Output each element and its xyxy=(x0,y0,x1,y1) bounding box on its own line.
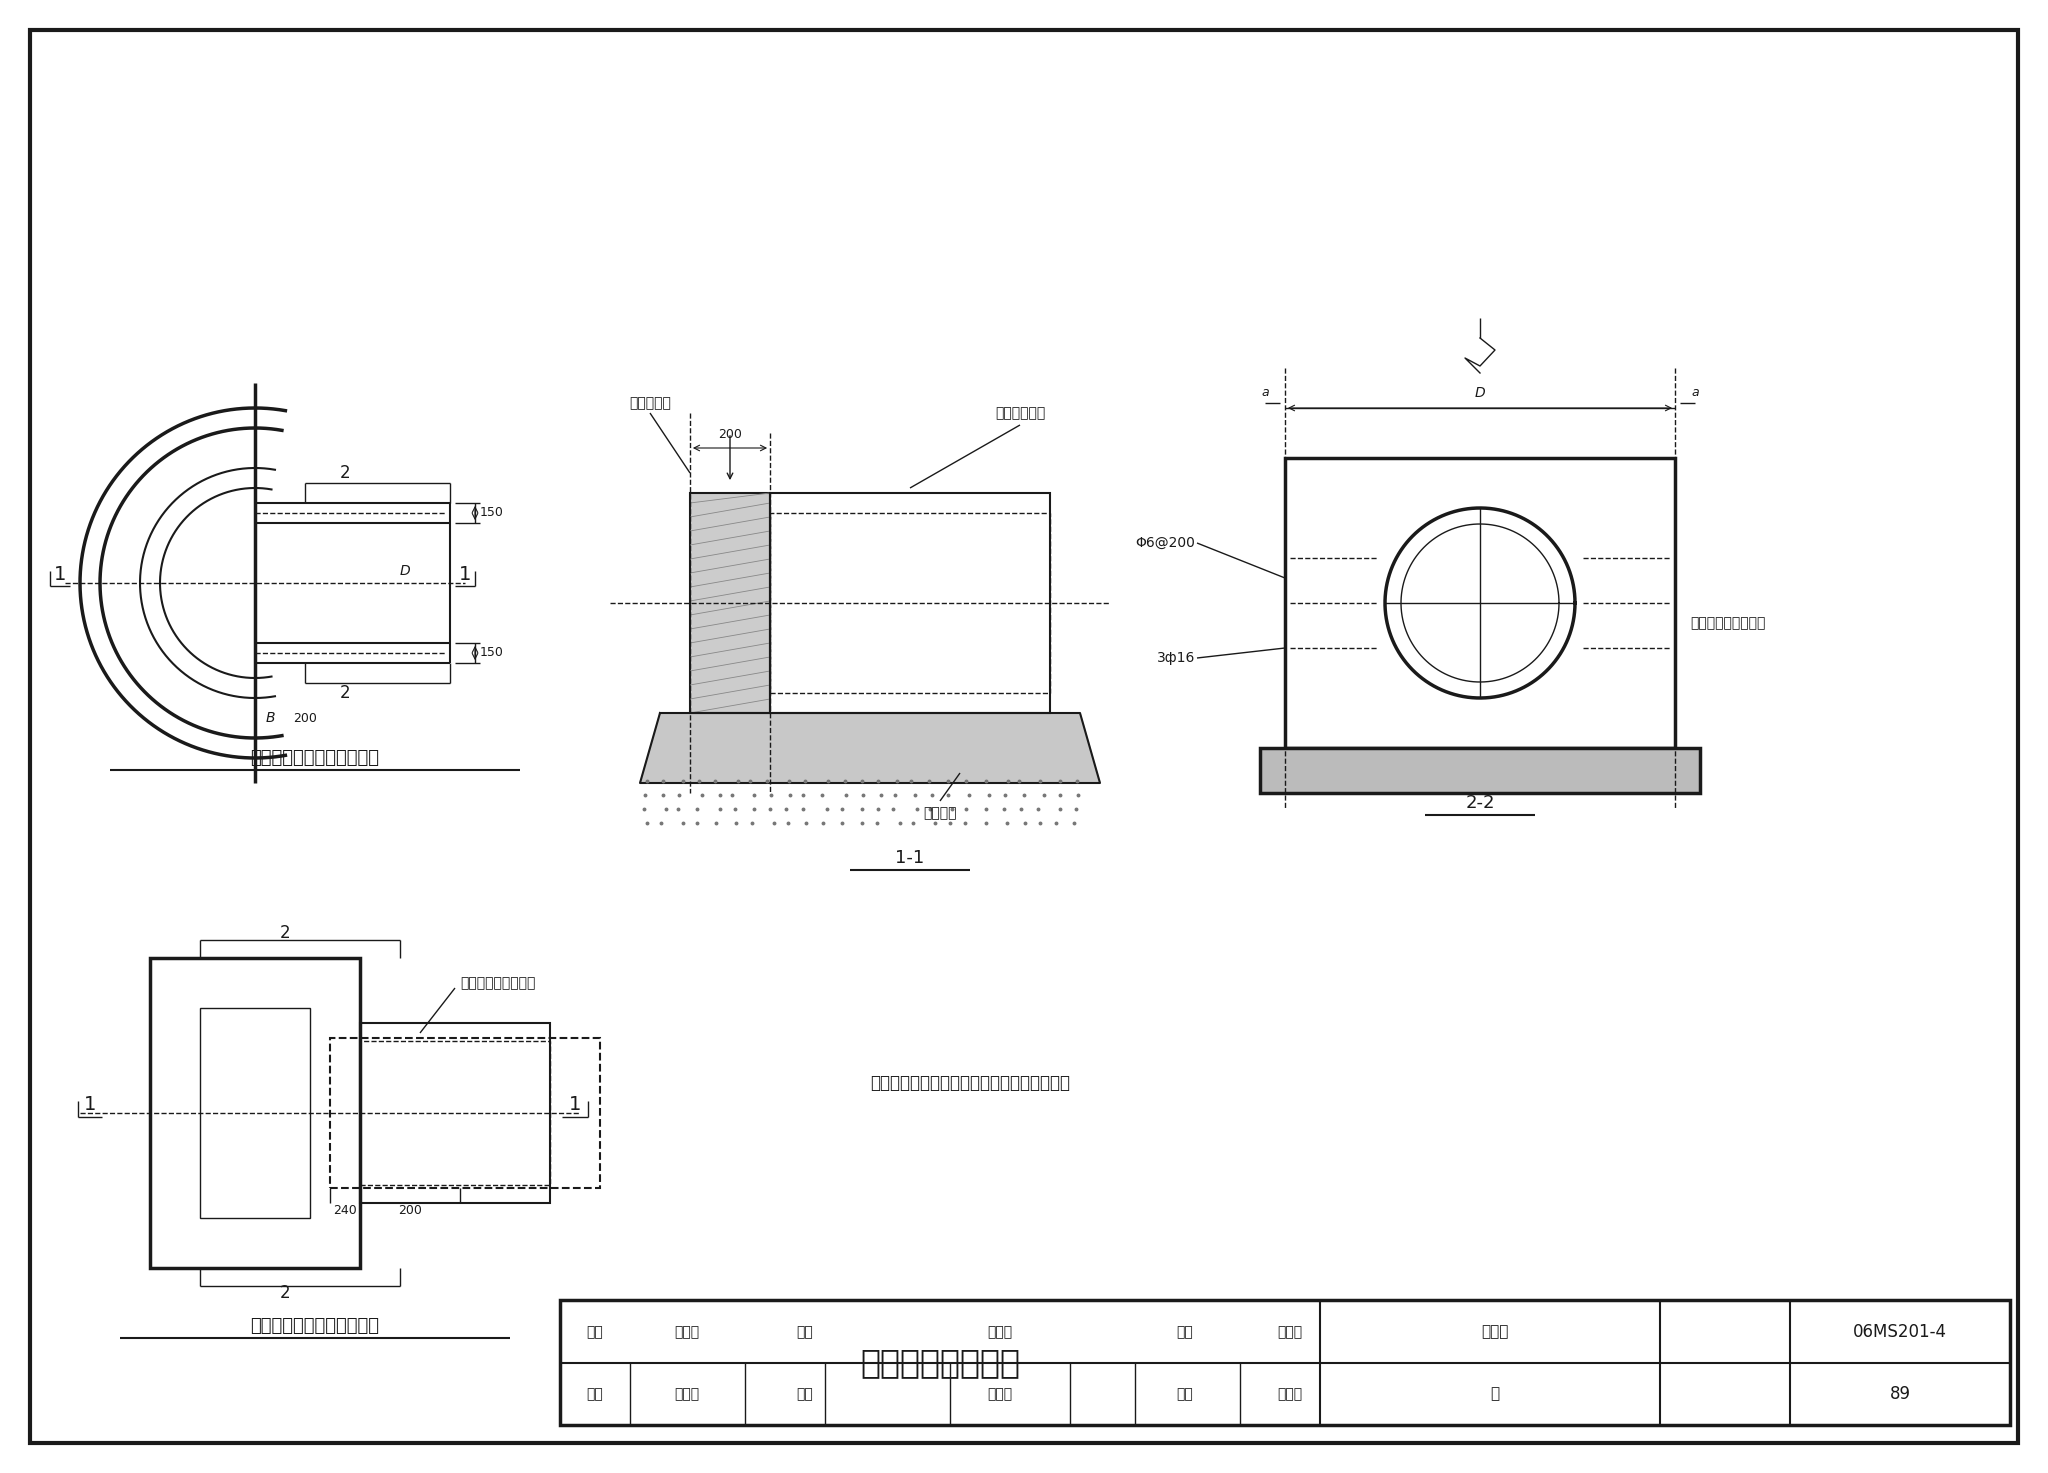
Text: 1: 1 xyxy=(569,1096,582,1115)
Text: 设计: 设计 xyxy=(1178,1388,1194,1401)
Text: 2: 2 xyxy=(340,683,350,703)
Text: 页: 页 xyxy=(1491,1386,1499,1401)
Bar xyxy=(770,513,1051,692)
Bar xyxy=(330,1038,600,1189)
Text: 150: 150 xyxy=(479,507,504,520)
Text: 2: 2 xyxy=(281,1284,291,1302)
Text: 周国华: 周国华 xyxy=(987,1388,1012,1401)
Text: 校对: 校对 xyxy=(797,1388,813,1401)
Text: D: D xyxy=(1475,386,1485,401)
Bar xyxy=(1260,748,1700,792)
Text: a: a xyxy=(1692,386,1698,399)
Text: 管道表面打毛: 管道表面打毛 xyxy=(995,407,1044,420)
Bar xyxy=(360,1024,551,1203)
Text: 审核: 审核 xyxy=(586,1388,604,1401)
Text: 周国华: 周国华 xyxy=(987,1326,1012,1339)
Text: 1: 1 xyxy=(459,566,471,585)
Text: 陈宗明: 陈宗明 xyxy=(674,1388,700,1401)
Text: 陈宗明: 陈宗明 xyxy=(674,1326,700,1339)
Text: 说明：图中未注明尺寸详见各检查井组砌图。: 说明：图中未注明尺寸详见各检查井组砌图。 xyxy=(870,1074,1069,1091)
Polygon shape xyxy=(639,713,1100,784)
Text: 1: 1 xyxy=(53,566,66,585)
Text: 200: 200 xyxy=(719,429,741,442)
Text: D: D xyxy=(399,564,410,577)
Text: 240: 240 xyxy=(334,1203,356,1217)
Bar xyxy=(150,957,360,1268)
Text: 图集号: 图集号 xyxy=(1481,1324,1509,1339)
Text: 管道周边混凝土包封: 管道周边混凝土包封 xyxy=(461,977,535,990)
Text: 06MS201-4: 06MS201-4 xyxy=(1853,1323,1948,1340)
Text: 检查井井壁: 检查井井壁 xyxy=(629,396,672,409)
Text: 2-2: 2-2 xyxy=(1464,794,1495,812)
Text: 2: 2 xyxy=(340,464,350,482)
Text: 200: 200 xyxy=(293,711,317,725)
Text: 89: 89 xyxy=(1890,1385,1911,1402)
Bar xyxy=(360,1041,551,1184)
Text: B: B xyxy=(266,711,274,725)
Bar xyxy=(690,493,770,713)
Text: 设计: 设计 xyxy=(1178,1326,1194,1339)
Text: 1-1: 1-1 xyxy=(895,848,924,868)
Text: 审核: 审核 xyxy=(586,1326,604,1339)
Bar xyxy=(559,1301,2009,1424)
Text: 管道接口包封详图: 管道接口包封详图 xyxy=(860,1346,1020,1380)
Text: 圆形检查井管道接口平面图: 圆形检查井管道接口平面图 xyxy=(250,748,379,767)
Bar xyxy=(201,1008,309,1218)
Text: 张连奎: 张连奎 xyxy=(1278,1326,1303,1339)
Bar xyxy=(1284,458,1675,748)
Text: 管道周边混凝土包封: 管道周边混凝土包封 xyxy=(1690,616,1765,630)
Text: 校对: 校对 xyxy=(797,1326,813,1339)
Text: 3ф16: 3ф16 xyxy=(1157,651,1194,664)
Text: 原浆稳固: 原浆稳固 xyxy=(924,806,956,820)
Bar xyxy=(770,493,1051,713)
Text: 张连奎: 张连奎 xyxy=(1278,1388,1303,1401)
Text: a: a xyxy=(1262,386,1270,399)
Text: 200: 200 xyxy=(397,1203,422,1217)
Text: 2: 2 xyxy=(281,924,291,943)
Text: 矩形检查井管道接口平面图: 矩形检查井管道接口平面图 xyxy=(250,1317,379,1335)
Text: Φ6@200: Φ6@200 xyxy=(1135,536,1194,549)
Text: 150: 150 xyxy=(479,647,504,660)
Text: 1: 1 xyxy=(84,1096,96,1115)
